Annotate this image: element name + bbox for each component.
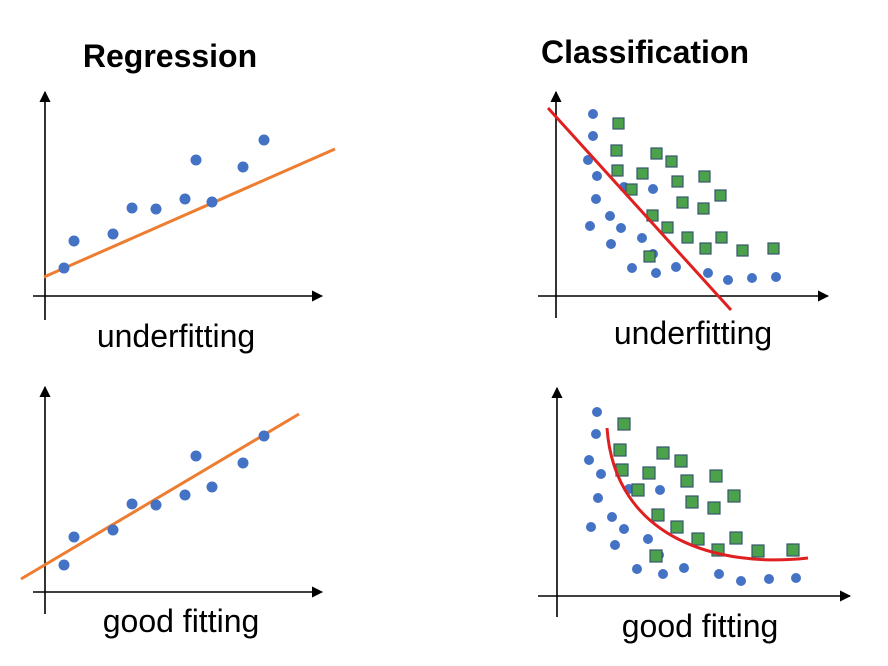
regression-underfitting-panel: underfitting bbox=[33, 90, 336, 354]
decision-boundary-line bbox=[546, 106, 733, 312]
data-points bbox=[58, 430, 270, 571]
regression-line bbox=[43, 147, 336, 279]
caption-reg-underfitting: underfitting bbox=[97, 318, 255, 354]
classification-underfitting-panel: underfitting bbox=[538, 90, 830, 351]
caption-cls-good-fitting: good fitting bbox=[622, 608, 779, 644]
regression-good-fitting-panel: good fitting bbox=[20, 385, 324, 639]
regression-heading: Regression bbox=[83, 38, 257, 74]
class-b-squares bbox=[613, 417, 800, 563]
decision-boundary-curve bbox=[605, 427, 809, 562]
regression-line bbox=[20, 412, 300, 581]
caption-reg-good-fitting: good fitting bbox=[103, 603, 260, 639]
classification-heading: Classification bbox=[541, 34, 749, 70]
data-points bbox=[58, 134, 270, 274]
classification-good-fitting-panel: good fitting bbox=[538, 386, 852, 644]
class-b-squares bbox=[610, 117, 780, 263]
caption-cls-underfitting: underfitting bbox=[614, 315, 772, 351]
